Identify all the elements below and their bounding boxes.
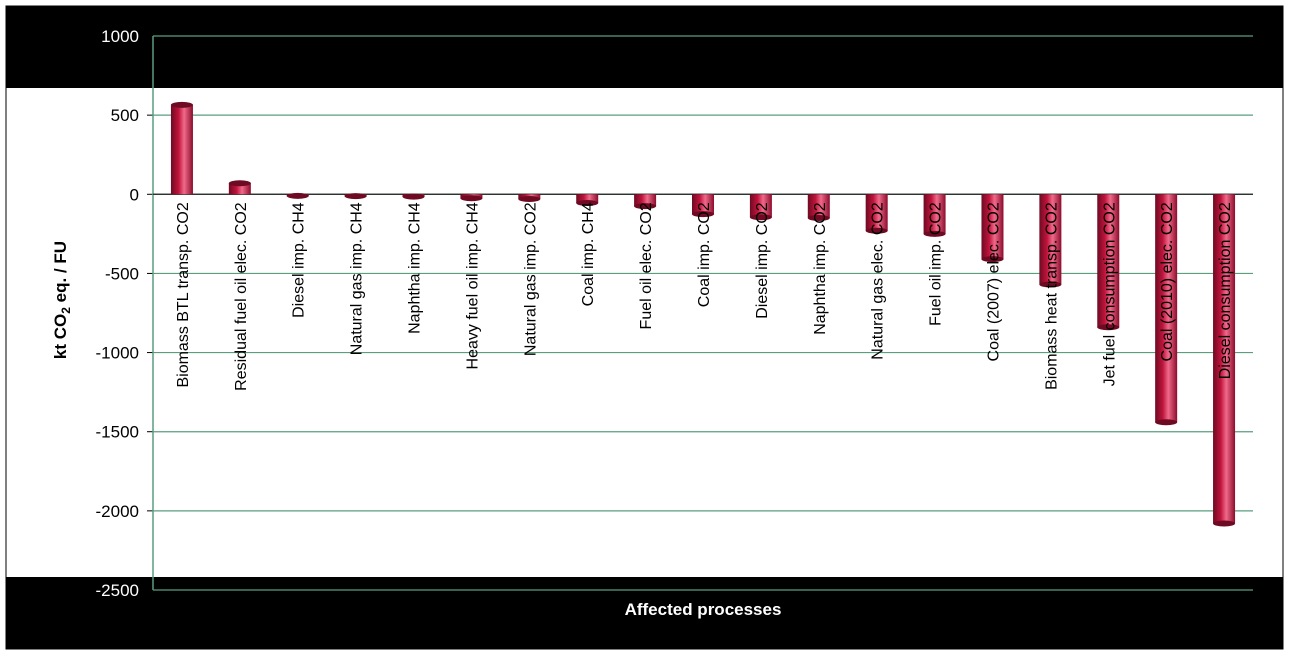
x-tick-label: Coal imp. CH4 [580,202,597,306]
bar-body [228,183,251,195]
bar-cap [692,211,714,218]
x-tick-label: Coal (2007) elec. CO2 [985,202,1002,361]
bar-body [865,194,888,231]
y-tick-label: 0 [130,185,139,204]
bar-cap [981,256,1004,263]
y-tick-label: 1000 [101,27,139,46]
bar [518,194,541,203]
bar [576,194,599,206]
x-tick-label: Naphtha imp. CO2 [812,202,829,335]
bar [807,194,830,222]
bar [170,101,193,195]
y-tick-label: -1000 [96,344,139,363]
bar-cap [1039,281,1062,288]
x-tick-label: Diesel imp. CO2 [754,202,771,319]
bar [923,194,946,237]
x-tick-label: Natural gas elec. CO2 [870,202,887,360]
x-tick-label: Naphtha imp. CH4 [407,202,424,334]
x-axis-title: Affected processes [625,600,782,619]
bar-cap [1097,324,1120,331]
bar-cap [518,196,541,203]
x-tick-label: Diesel imp. CH4 [291,202,308,318]
bar [1097,194,1120,331]
bar-cap [923,230,946,237]
bar-body [923,194,946,234]
x-tick-label: Jet fuel consumption CO2 [1101,202,1118,386]
bar-cap [286,192,309,199]
x-tick-label: Coal imp. CO2 [696,202,713,307]
chart-frame [5,5,1284,650]
x-tick-label: Diesel consumption CO2 [1217,202,1234,379]
bar-body [749,194,772,218]
y-tick-label: 500 [111,106,139,125]
bar-cap [634,203,657,210]
bar-body [634,194,657,207]
y-tick-label: -500 [105,264,139,283]
x-tick-label: Biomass heat transp. CO2 [1043,202,1060,390]
bar-cap [576,199,599,206]
bar-cap [344,193,367,200]
bar-body [807,194,830,219]
x-tick-label: Natural gas imp. CH4 [349,202,366,355]
bottom-band [6,577,1283,649]
x-tick-label: Residual fuel oil elec. CO2 [233,202,250,391]
bar [1155,194,1178,426]
x-tick-label: Fuel oil imp. CO2 [928,202,945,326]
bar [865,194,888,234]
bar-body [1155,194,1178,423]
x-tick-label: Coal (2010) elec. CO2 [1159,202,1176,361]
bar [981,194,1004,263]
x-tick-label: Biomass BTL transp. CO2 [175,202,192,387]
y-tick-label: -1500 [96,423,139,442]
y-axis-title: kt CO2 eq. / FU [51,241,73,359]
x-tick-label: Natural gas imp. CO2 [522,202,539,356]
y-tick-label: -2500 [96,581,139,600]
bar-body [576,194,599,203]
bar [634,194,657,210]
bar-body [1097,194,1120,328]
bar-cap [402,193,425,200]
bar-cap [807,215,830,222]
bar-body [1039,194,1062,285]
y-tick-label: -2000 [96,502,139,521]
bar-body [170,104,193,195]
bar-cap [228,180,251,187]
bar [402,193,425,200]
bar-body [1213,194,1236,524]
bar-cap [749,214,772,221]
x-tick-label: Fuel oil elec. CO2 [638,202,655,329]
bar [228,180,251,195]
x-tick-label: Heavy fuel oil imp. CH4 [464,202,481,369]
bar-cap [1213,520,1236,527]
bar [1039,194,1062,288]
bar [460,194,483,202]
bar-cap [460,195,483,202]
bar-cap [1155,419,1178,426]
bar-body [692,194,714,215]
bar [286,192,309,199]
bar-body [981,194,1004,260]
bar [1213,194,1236,527]
top-band [6,6,1283,88]
bar-cap [170,101,193,108]
bar [344,193,367,200]
bar [749,194,772,221]
bar [692,194,714,218]
bar-cap [865,227,888,234]
